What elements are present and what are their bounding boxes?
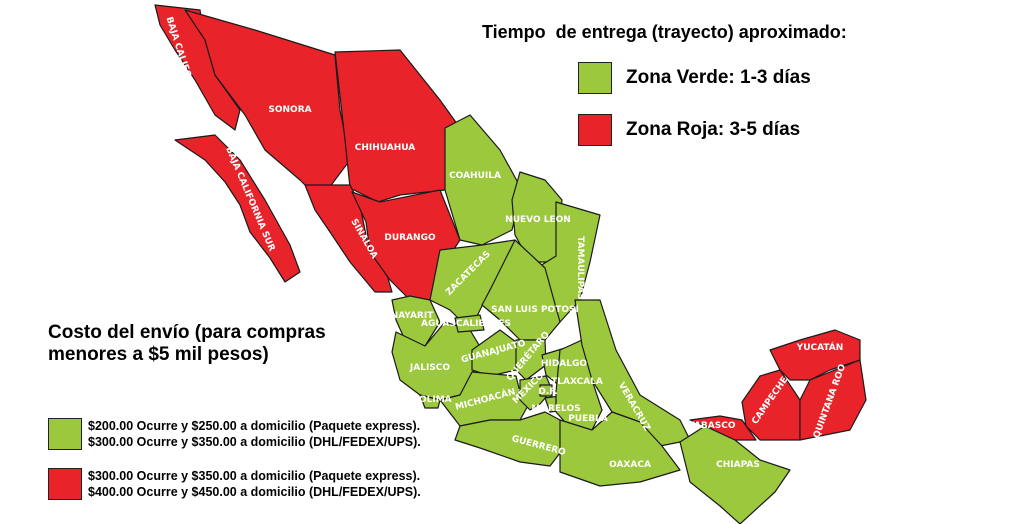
state-label-morelos: MORELOS [531, 404, 580, 414]
state-d-f [539, 384, 553, 397]
red-swatch [578, 114, 612, 146]
state-label-tlaxcala: TLAXCALA [551, 377, 603, 387]
state-label-durango: DURANGO [384, 233, 436, 243]
state-chihuahua [334, 49, 461, 203]
state-label-jalisco: JALISCO [409, 363, 450, 373]
state-label-chiapas: CHIAPAS [716, 460, 760, 470]
state-baja-california-sur [174, 134, 301, 283]
state-label-tamaulipas: TAMAULIPAS [575, 236, 585, 300]
state-label-tabasco: TABASCO [689, 421, 736, 431]
cost-red-line2: $400.00 Ocurre y $450.00 a domicilio (DH… [88, 485, 421, 499]
cost-green-line2: $300.00 Ocurre y $350.00 a domicilio (DH… [88, 435, 421, 449]
legend-red-zone: Zona Roja: 3-5 días [578, 114, 800, 146]
green-swatch [578, 62, 612, 94]
state-chiapas [679, 425, 791, 524]
green-swatch [48, 418, 82, 450]
state-label-san-luis-potosi: SAN LUIS POTOSÍ [491, 303, 579, 315]
state-label-sonora: SONORA [268, 105, 311, 115]
red-swatch [48, 468, 82, 500]
state-label-coahuila: COAHUILA [449, 171, 501, 181]
state-aguascalientes [454, 314, 485, 333]
state-nayarit [391, 295, 441, 347]
state-veracruz [574, 299, 691, 447]
state-label-oaxaca: OAXACA [609, 460, 651, 470]
delivery-time-title: Tiempo de entrega (trayecto) aproximado: [482, 22, 847, 42]
cost-green-line1: $200.00 Ocurre y $250.00 a domicilio (Pa… [88, 419, 421, 433]
state-label-chihuahua: CHIHUAHUA [355, 143, 416, 153]
cost-row-green: $200.00 Ocurre y $250.00 a domicilio (Pa… [48, 418, 421, 450]
state-label-yucatan: YUCATÁN [796, 341, 844, 353]
legend-green-zone: Zona Verde: 1-3 días [578, 62, 811, 94]
state-label-d-f: D.F. [538, 387, 557, 397]
state-label-aguascalientes: AGUASCALIENTES [421, 319, 511, 329]
state-yucatan [769, 329, 861, 381]
shipping-cost-title: Costo del envío (para compras menores a … [48, 322, 326, 365]
state-queretaro [515, 339, 547, 381]
state-oaxaca [559, 411, 681, 487]
cost-red-line1: $300.00 Ocurre y $350.00 a domicilio (Pa… [88, 469, 421, 483]
green-zone-label: Zona Verde: 1-3 días [626, 67, 811, 88]
state-label-colima: COLIMA [412, 395, 451, 405]
state-label-nuevo-leon: NUEVO LEON [505, 215, 571, 225]
cost-row-red: $300.00 Ocurre y $350.00 a domicilio (Pa… [48, 468, 421, 500]
state-coahuila [444, 114, 523, 246]
state-label-nayarit: NAYARIT [391, 311, 435, 321]
state-label-hidalgo: HIDALGO [541, 359, 587, 369]
state-nuevo-leon [511, 171, 563, 263]
red-zone-label: Zona Roja: 3-5 días [626, 119, 801, 140]
state-tabasco [689, 415, 757, 441]
state-label-puebla: PUEBLA [568, 414, 608, 424]
state-label-baja-california-sur: BAJA CALIFORNIA SUR [223, 146, 276, 253]
state-colima [419, 394, 441, 409]
state-quintana-roo [799, 359, 867, 441]
